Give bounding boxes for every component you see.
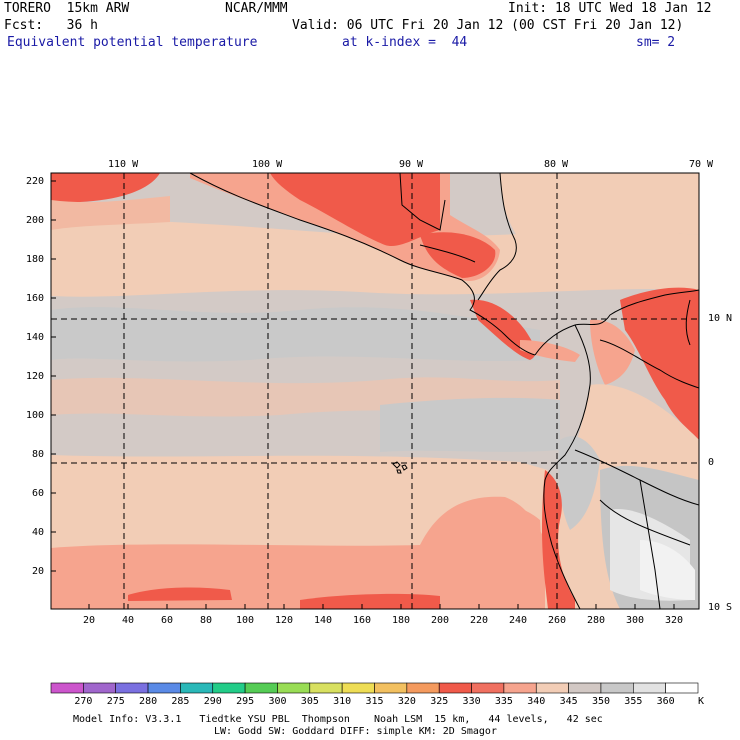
colorbar-label: 305 — [300, 696, 319, 707]
x-tick-label: 40 — [122, 615, 135, 626]
x-tick-label: 20 — [83, 615, 96, 626]
colorbar-swatch — [438, 682, 472, 694]
lon-label-80w: 80 W — [544, 159, 569, 170]
colorbar-swatch — [665, 682, 699, 694]
colorbar-label: 285 — [171, 696, 190, 707]
colorbar — [50, 682, 699, 694]
physics-info: LW: Godd SW: Goddard DIFF: simple KM: 2D… — [214, 726, 497, 737]
colorbar-label: 310 — [333, 696, 352, 707]
colorbar-label: 355 — [624, 696, 643, 707]
colorbar-label: 315 — [365, 696, 384, 707]
colorbar-swatch — [374, 682, 408, 694]
colorbar-label: 290 — [203, 696, 222, 707]
latlon-grid — [51, 173, 699, 609]
colorbar-label: 270 — [74, 696, 93, 707]
y-tick-label: 160 — [26, 293, 45, 304]
y-tick-label: 60 — [32, 488, 45, 499]
level-info: at k-index = 44 — [342, 35, 468, 50]
colorbar-swatch — [600, 682, 634, 694]
colorbar-swatch — [309, 682, 343, 694]
x-tick-label: 80 — [200, 615, 213, 626]
colorbar-swatch — [115, 682, 149, 694]
x-tick-label: 280 — [587, 615, 606, 626]
y-tick-label: 140 — [26, 332, 45, 343]
x-tick-label: 160 — [353, 615, 372, 626]
y-tick-label: 180 — [26, 254, 45, 265]
colorbar-label: 320 — [397, 696, 416, 707]
colorbar-swatch — [180, 682, 214, 694]
lat-label-0: 0 — [708, 457, 715, 468]
colorbar-swatch — [535, 682, 569, 694]
colorbar-swatch — [83, 682, 116, 694]
y-tick-label: 80 — [32, 449, 45, 460]
colorbar-label: 275 — [106, 696, 125, 707]
colorbar-swatch — [341, 682, 375, 694]
colorbar-swatch — [632, 682, 666, 694]
colorbar-label: 350 — [591, 696, 610, 707]
colorbar-label: 295 — [236, 696, 255, 707]
x-tick-label: 60 — [161, 615, 174, 626]
colorbar-label: 360 — [656, 696, 675, 707]
colorbar-swatch — [147, 682, 181, 694]
x-tick-label: 120 — [275, 615, 294, 626]
x-tick-label: 320 — [665, 615, 684, 626]
x-tick-label: 260 — [548, 615, 567, 626]
lat-label-10n: 10 N — [708, 313, 733, 324]
model-title: TORERO 15km ARW — [4, 1, 130, 16]
model-info: Model Info: V3.3.1 Tiedtke YSU PBL Thomp… — [73, 714, 603, 725]
colorbar-swatch — [277, 682, 311, 694]
lon-label-110w: 110 W — [108, 159, 139, 170]
y-tick-label: 220 — [26, 176, 45, 187]
y-tick-label: 40 — [32, 527, 45, 538]
init-time: Init: 18 UTC Wed 18 Jan 12 — [508, 1, 712, 16]
x-tick-label: 200 — [431, 615, 450, 626]
colorbar-label: 280 — [139, 696, 158, 707]
colorbar-label: 300 — [268, 696, 287, 707]
coastlines — [189, 173, 699, 609]
lon-label-70w: 70 W — [689, 159, 714, 170]
smoothing: sm= 2 — [636, 35, 676, 50]
colorbar-label: 325 — [430, 696, 449, 707]
colorbar-swatch — [503, 682, 537, 694]
colorbar-swatch — [50, 682, 84, 694]
y-tick-label: 100 — [26, 410, 45, 421]
field-shading — [51, 173, 699, 609]
valid-time: Valid: 06 UTC Fri 20 Jan 12 (00 CST Fri … — [292, 18, 684, 33]
colorbar-swatch — [212, 682, 246, 694]
x-tick-label: 220 — [470, 615, 489, 626]
axis-ticks — [51, 180, 675, 609]
y-tick-label: 200 — [26, 215, 45, 226]
colorbar-swatch — [568, 682, 602, 694]
lon-label-90w: 90 W — [399, 159, 424, 170]
colorbar-label: 340 — [527, 696, 546, 707]
colorbar-label: 335 — [494, 696, 513, 707]
colorbar-unit: K — [698, 696, 705, 707]
colorbar-label: 345 — [559, 696, 578, 707]
lat-label-10s: 10 S — [708, 602, 733, 613]
organization: NCAR/MMM — [225, 1, 288, 16]
field-name: Equivalent potential temperature — [7, 35, 258, 50]
x-tick-label: 100 — [236, 615, 255, 626]
colorbar-swatch — [244, 682, 278, 694]
colorbar-label: 330 — [462, 696, 481, 707]
x-tick-label: 180 — [392, 615, 411, 626]
y-tick-label: 20 — [32, 566, 45, 577]
x-tick-label: 240 — [509, 615, 528, 626]
lon-label-100w: 100 W — [252, 159, 283, 170]
x-tick-label: 140 — [314, 615, 333, 626]
x-tick-label: 300 — [626, 615, 645, 626]
y-tick-label: 120 — [26, 371, 45, 382]
colorbar-swatch — [406, 682, 440, 694]
plot-frame — [50, 172, 700, 610]
forecast-hour: Fcst: 36 h — [4, 18, 98, 33]
colorbar-swatch — [471, 682, 505, 694]
